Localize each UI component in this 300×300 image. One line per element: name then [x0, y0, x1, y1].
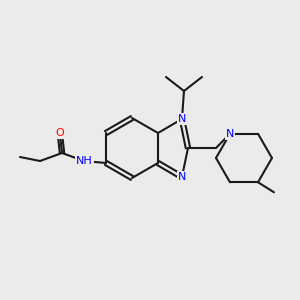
Text: O: O: [56, 128, 64, 138]
Text: N: N: [178, 172, 186, 182]
Text: N: N: [178, 114, 186, 124]
Text: NH: NH: [76, 156, 92, 166]
Text: N: N: [226, 129, 234, 139]
